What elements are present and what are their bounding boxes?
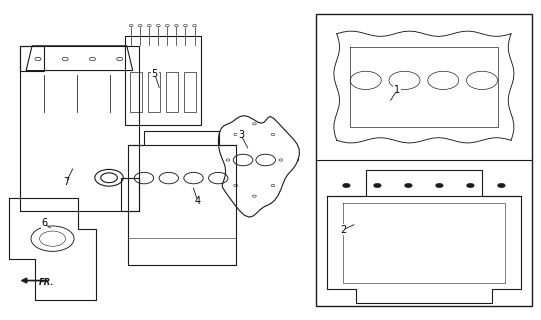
Text: 2: 2 xyxy=(340,225,346,235)
Text: 5: 5 xyxy=(151,69,158,79)
Text: 6: 6 xyxy=(41,219,48,228)
Text: 4: 4 xyxy=(195,196,201,206)
Text: 3: 3 xyxy=(238,130,244,140)
Text: 1: 1 xyxy=(394,85,400,95)
Circle shape xyxy=(466,183,474,188)
Text: 7: 7 xyxy=(63,177,69,187)
Circle shape xyxy=(342,183,350,188)
Circle shape xyxy=(373,183,381,188)
Circle shape xyxy=(498,183,505,188)
Circle shape xyxy=(405,183,412,188)
Circle shape xyxy=(436,183,443,188)
Text: FR.: FR. xyxy=(39,278,55,287)
